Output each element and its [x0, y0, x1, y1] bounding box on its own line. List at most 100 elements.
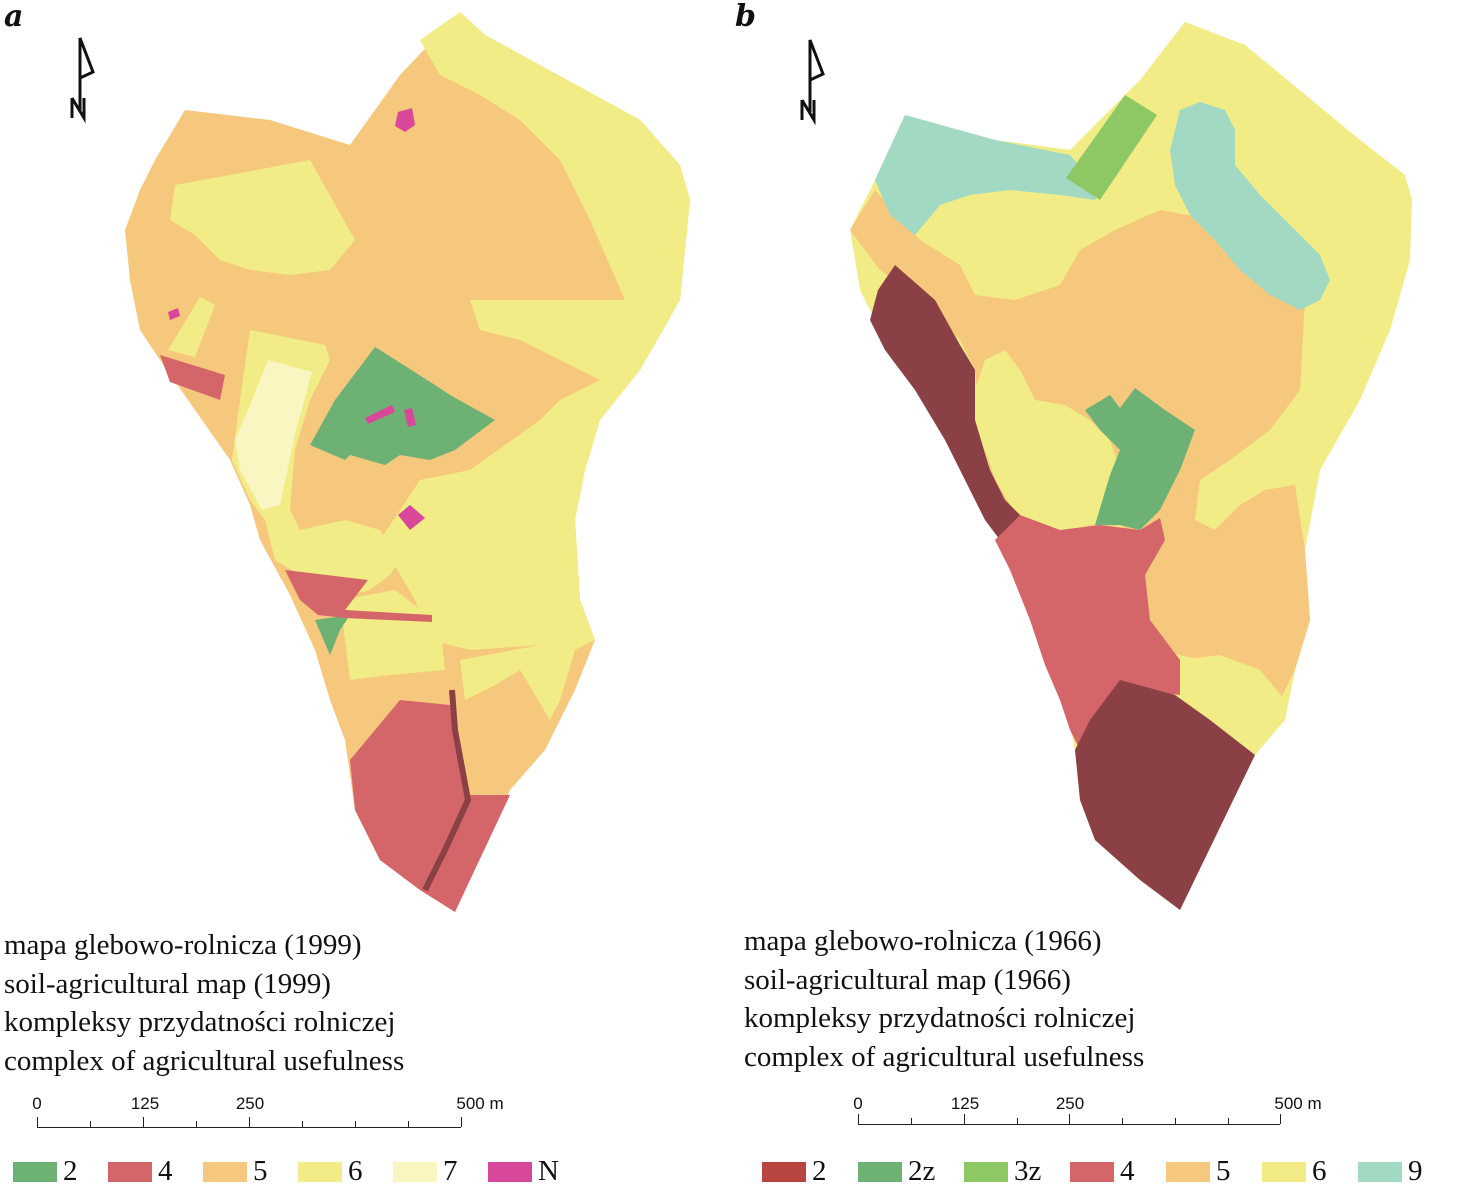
map-b-zone-3z	[1066, 95, 1157, 200]
map-b-zone-2z	[1085, 388, 1195, 530]
legend-label: 4	[158, 1155, 173, 1187]
map-b-zone-2-west	[870, 265, 1020, 540]
panel-letter-b: b	[735, 0, 756, 34]
map-a-zone-N-1	[395, 108, 415, 132]
legend-swatch	[298, 1161, 342, 1182]
map-b-subtitle-pl: kompleksy przydatności rolniczej	[744, 1002, 1136, 1034]
legend-label: 5	[253, 1155, 268, 1187]
legend-item: 2	[762, 1157, 858, 1186]
map-a-zone-6-east	[380, 12, 690, 650]
map-b-zone-4	[995, 515, 1180, 750]
map-a-titles: mapa glebowo-rolnicza (1999) soil-agricu…	[4, 926, 404, 1080]
map-b-scale-tick	[1017, 1118, 1018, 1124]
map-b-scale-tick	[911, 1118, 912, 1124]
map-a-scale-line	[37, 1127, 461, 1128]
map-a-scale-tick	[37, 1117, 38, 1127]
legend-label: 6	[348, 1155, 363, 1187]
map-b-scale-tick	[858, 1114, 859, 1124]
legend-swatch	[203, 1161, 247, 1182]
legend-swatch	[1262, 1161, 1306, 1182]
map-b-scale-label-125: 125	[950, 1094, 980, 1113]
map-a	[70, 12, 690, 912]
map-b-zone-6-inner	[975, 350, 1120, 535]
map-a-zone-6-small	[168, 297, 215, 357]
legend-item: 4	[1070, 1157, 1166, 1186]
map-a-scale-tick	[355, 1121, 356, 1127]
legend-swatch	[1070, 1161, 1114, 1182]
map-b-scale-tick	[1228, 1118, 1229, 1124]
map-b-title-en: soil-agricultural map (1966)	[744, 963, 1071, 996]
map-b-scale-line	[858, 1124, 1280, 1125]
map-a-zone-N-2	[168, 308, 180, 320]
legend-item: 9	[1358, 1157, 1438, 1186]
legend-item: 4	[108, 1157, 203, 1186]
legend-label: 4	[1120, 1155, 1135, 1187]
map-b-scale-tick	[964, 1114, 965, 1124]
map-b-subtitle-en: complex of agricultural usefulness	[744, 1040, 1145, 1073]
map-b-scale-label-500: 500 m	[1274, 1094, 1322, 1113]
legend-item: 6	[298, 1157, 393, 1186]
map-a-scale-tick	[461, 1117, 462, 1127]
map-a-zone-4-west	[160, 355, 225, 400]
map-a-scale-tick	[408, 1121, 409, 1127]
map-a-zone-6-nw	[170, 160, 355, 275]
map-a-zone-4-strip	[285, 570, 432, 622]
legend-item: 3z	[964, 1157, 1070, 1186]
panel-letter-a: a	[4, 0, 24, 34]
map-b-scale-tick	[1122, 1118, 1123, 1124]
map-a-zone-N-5	[398, 505, 425, 530]
map-a-scale-tick	[143, 1117, 144, 1127]
map-a-zone-7	[235, 360, 312, 510]
map-b-north-arrow	[800, 39, 825, 126]
legend-label: 5	[1216, 1155, 1231, 1187]
legend-swatch	[762, 1161, 806, 1182]
legend-swatch	[964, 1161, 1008, 1182]
legend-swatch	[1358, 1161, 1402, 1182]
legend-item: N	[488, 1157, 583, 1186]
legend-swatch	[108, 1161, 152, 1182]
map-a-title-pl: mapa glebowo-rolnicza (1999)	[4, 929, 362, 961]
legend-swatch	[1166, 1161, 1210, 1182]
legend-label: 2	[812, 1155, 827, 1187]
map-a-scale-label-500: 500 m	[456, 1094, 504, 1113]
legend-label: 6	[1312, 1155, 1327, 1187]
legend-label: 9	[1408, 1155, 1423, 1187]
legend-swatch	[488, 1161, 532, 1182]
map-a-scale-label-0: 0	[32, 1094, 42, 1113]
map-b-legend: 2 2z 3z 4 5 6 9	[762, 1157, 1438, 1186]
map-a-north-arrow	[70, 37, 95, 124]
legend-item: 7	[393, 1157, 488, 1186]
map-a-subtitle-pl: kompleksy przydatności rolniczej	[4, 1006, 396, 1038]
map-a-scale-tick	[302, 1121, 303, 1127]
legend-label: 2z	[908, 1155, 936, 1187]
map-a-title-en: soil-agricultural map (1999)	[4, 967, 331, 1000]
legend-label: 3z	[1014, 1155, 1042, 1187]
legend-swatch	[13, 1161, 57, 1182]
legend-label: 7	[443, 1155, 458, 1187]
map-a-scale-label-125: 125	[130, 1094, 160, 1113]
legend-item: 5	[1166, 1157, 1262, 1186]
legend-label: N	[538, 1155, 559, 1187]
legend-item: 2z	[858, 1157, 964, 1186]
legend-item: 6	[1262, 1157, 1358, 1186]
legend-label: 2	[63, 1155, 78, 1187]
map-a-zone-6-southeast	[460, 645, 575, 720]
legend-swatch	[393, 1161, 437, 1182]
map-b-zone-9-nw	[875, 115, 1100, 235]
map-a-scale-tick	[90, 1121, 91, 1127]
map-a-zone-2-south	[315, 615, 350, 655]
map-a-scale-tick	[196, 1121, 197, 1127]
map-a-scale-label-250: 250	[235, 1094, 265, 1113]
map-a-zone-N-3	[365, 405, 395, 424]
map-b-scale-label-0: 0	[853, 1094, 863, 1113]
legend-swatch	[858, 1161, 902, 1182]
map-a-zone-2-line	[422, 689, 472, 892]
map-b-zone-9-ne	[1170, 102, 1330, 310]
map-a-zone-4-south	[350, 700, 510, 912]
map-b-zone-2-south	[1075, 680, 1255, 910]
map-a-zone-N-4	[404, 408, 416, 427]
map-b-title-pl: mapa glebowo-rolnicza (1966)	[744, 925, 1102, 957]
map-a-legend: 2 4 5 6 7 N	[13, 1157, 583, 1186]
map-a-zone-2-center	[310, 347, 495, 465]
